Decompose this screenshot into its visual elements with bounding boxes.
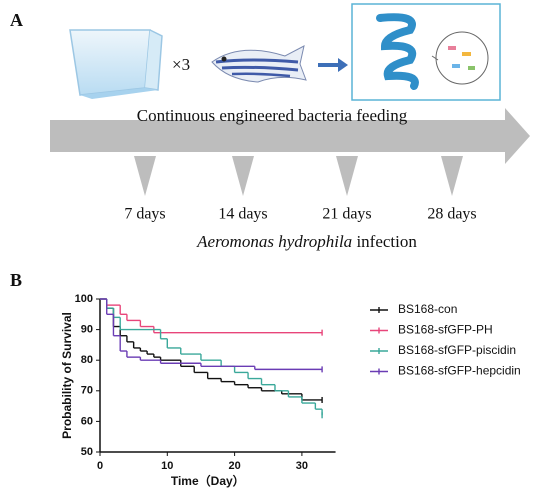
infection-label: Aeromonas hydrophila infection	[196, 232, 417, 251]
panel-label: B	[10, 270, 22, 290]
timepoint-triangle	[134, 156, 156, 196]
timepoint-label: 14 days	[218, 206, 267, 223]
x-tick-label: 30	[296, 460, 308, 472]
y-tick-label: 50	[81, 446, 93, 458]
arrow	[318, 58, 348, 72]
zebrafish	[211, 45, 307, 83]
y-tick-label: 100	[75, 293, 93, 305]
y-tick-label: 80	[81, 354, 93, 366]
timepoint-markers	[134, 156, 463, 196]
y-tick-label: 60	[81, 415, 93, 427]
x-axis-label: Time（Day）	[171, 473, 245, 488]
panel-label: A	[10, 10, 23, 30]
timepoint-label: 7 days	[124, 206, 165, 223]
legend-label: BS168-sfGFP-PH	[398, 323, 493, 337]
timepoint-triangle	[232, 156, 254, 196]
x-tick-label: 0	[97, 460, 103, 472]
tank	[69, 29, 163, 99]
timeline-arrow	[50, 108, 530, 164]
species: Aeromonas hydrophila	[196, 232, 352, 251]
y-tick-label: 70	[81, 385, 93, 397]
timepoint-label: 21 days	[322, 206, 371, 223]
legend-label: BS168-sfGFP-piscidin	[398, 343, 516, 357]
multiplier: ×3	[172, 55, 190, 74]
y-tick-label: 90	[81, 324, 93, 336]
legend-label: BS168-con	[398, 302, 457, 316]
legend-label: BS168-sfGFP-hepcidin	[398, 364, 521, 378]
x-tick-label: 20	[228, 460, 240, 472]
arrow-label: Continuous engineered bacteria feeding	[137, 106, 408, 125]
timepoint-triangle	[336, 156, 358, 196]
x-tick-label: 10	[161, 460, 173, 472]
timepoint-label: 28 days	[427, 206, 476, 223]
infection-word: infection	[356, 232, 417, 251]
timepoint-triangle	[441, 156, 463, 196]
gut-panel	[351, 3, 501, 101]
y-axis-label: Probability of Survival	[60, 312, 74, 439]
